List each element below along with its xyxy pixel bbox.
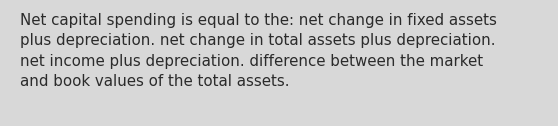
Text: Net capital spending is equal to the: net change in fixed assets
plus depreciati: Net capital spending is equal to the: ne… <box>20 13 497 89</box>
